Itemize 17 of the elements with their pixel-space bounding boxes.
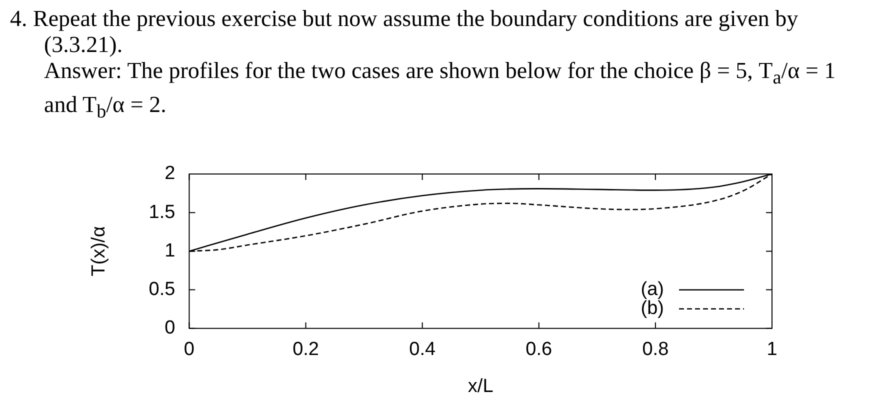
x-tick-label: 0.2 (292, 339, 319, 360)
y-tick-label: 1.5 (148, 202, 176, 223)
legend-label: (b) (640, 298, 664, 320)
x-tick-label: 0 (184, 339, 194, 360)
y-tick-label: 2 (164, 163, 176, 184)
x-tick-label: 0.8 (642, 339, 669, 360)
y-tick-label: 1 (164, 240, 176, 262)
legend-label: (a) (640, 279, 664, 300)
x-tick-label: 1 (766, 339, 778, 360)
text: 4. Repeat the previous exercise but now assume the boundary conditions are given by (3.3.21). (10, 6, 800, 58)
x-axis-title: x/L (468, 376, 494, 397)
x-tick-label: 0.4 (409, 339, 436, 360)
text: Answer: The profiles for the two cases are shown below for the choice β = 5, T$_{a}$/α = 1 and T$_{b}$/α = 2. (44, 58, 836, 122)
x-tick-label: 0.6 (526, 339, 552, 360)
y-tick-label: 0 (164, 318, 176, 339)
y-tick-label: 0.5 (148, 279, 176, 300)
y-axis-title: T(x)/α (88, 226, 110, 276)
